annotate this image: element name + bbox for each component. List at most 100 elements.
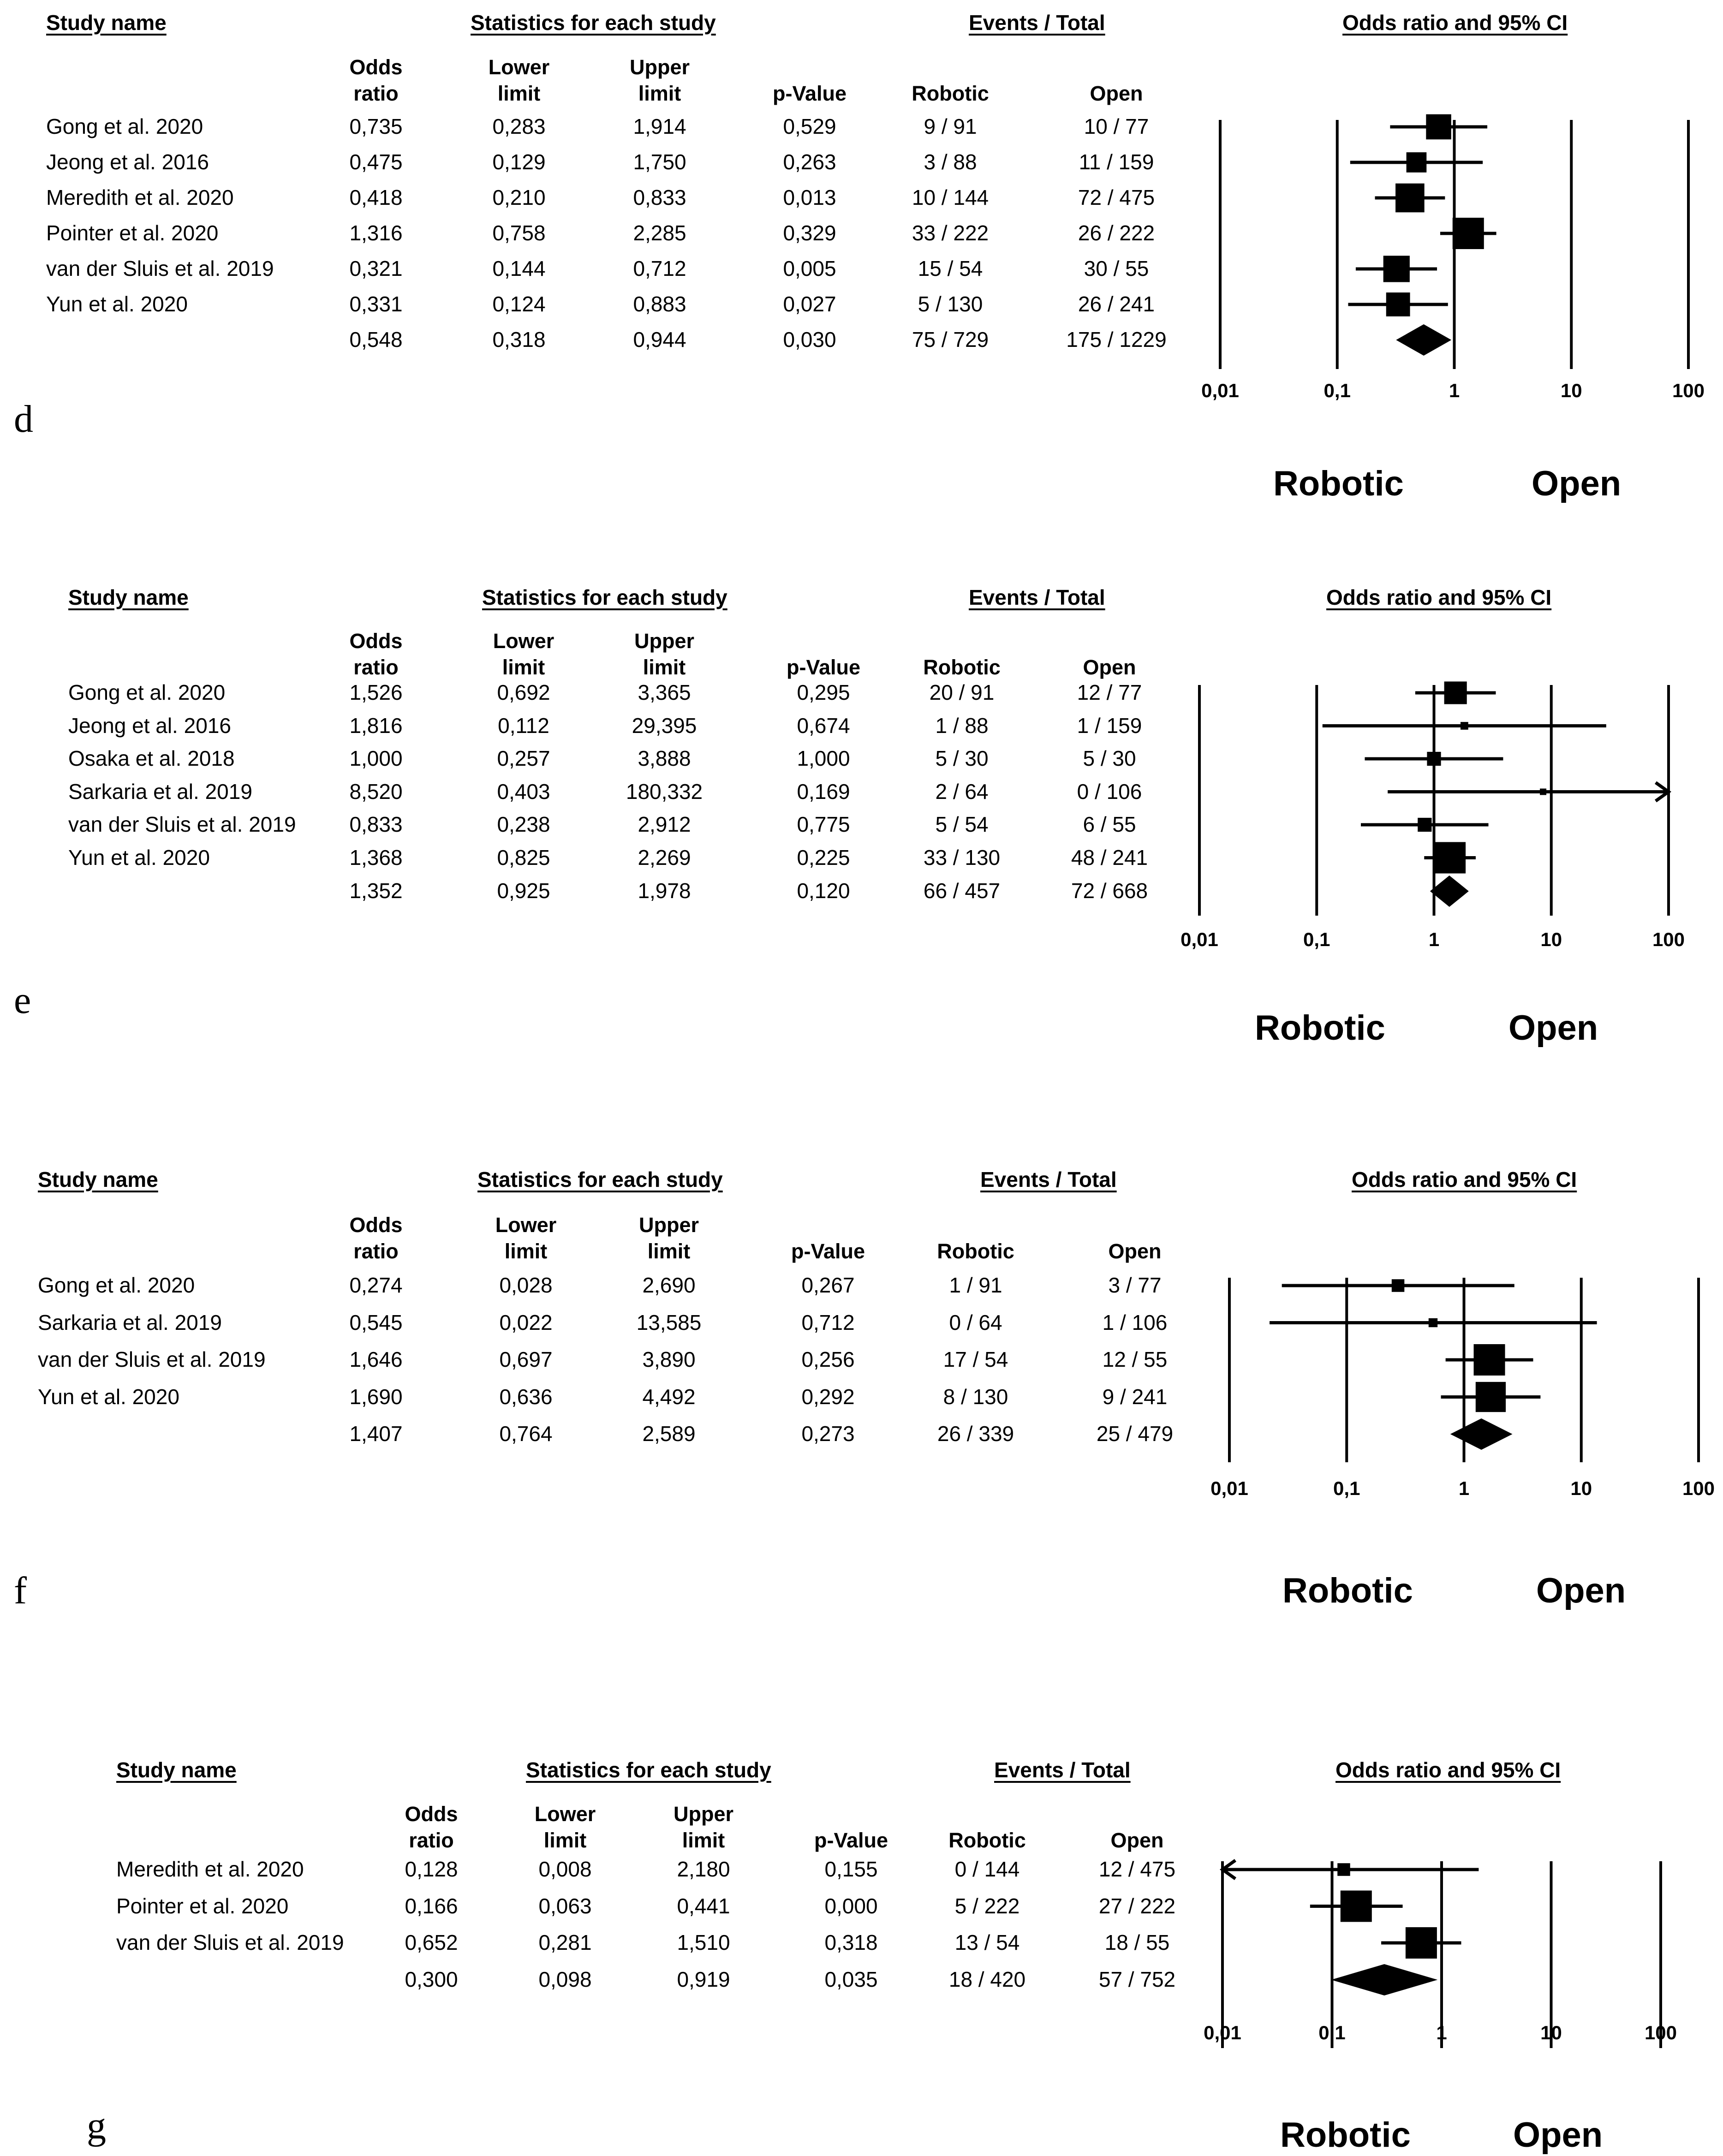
point-estimate-marker: [1473, 1344, 1505, 1376]
odds-ratio-value: 1,816: [349, 713, 403, 738]
lower-limit-value: 0,238: [497, 812, 550, 836]
odds-ratio-value: 0,833: [349, 812, 403, 836]
header-events-total: Events / Total: [980, 1167, 1117, 1191]
odds-ratio-value: 0,545: [349, 1310, 403, 1334]
open-events: 1 / 106: [1102, 1310, 1168, 1334]
odds-ratio-value: 0,321: [349, 256, 403, 280]
summary-robotic-events: 26 / 339: [937, 1422, 1014, 1446]
open-events: 10 / 77: [1084, 114, 1149, 138]
summary-odds-ratio: 1,407: [349, 1422, 403, 1446]
upper-limit-value: 1,914: [633, 114, 686, 138]
summary-p-value: 0,030: [783, 328, 836, 351]
colhead-upper-limit-line2: limit: [643, 655, 686, 679]
p-value: 0,292: [801, 1384, 855, 1409]
open-events: 11 / 159: [1079, 150, 1154, 174]
colhead-lower-limit-line1: Lower: [495, 1213, 557, 1237]
axis-tick-label: 0,1: [1303, 929, 1330, 950]
panel-letter: e: [14, 979, 31, 1022]
study-name: van der Sluis et al. 2019: [46, 256, 274, 280]
summary-diamond: [1331, 1964, 1438, 1995]
summary-upper-limit: 2,589: [642, 1422, 696, 1446]
lower-limit-value: 0,758: [492, 221, 546, 245]
axis-tick-label: 0,1: [1318, 2022, 1346, 2043]
open-events: 1 / 159: [1077, 713, 1142, 738]
odds-ratio-value: 1,646: [349, 1347, 403, 1371]
header-forest-title: Odds ratio and 95% CI: [1342, 11, 1568, 35]
point-estimate-marker: [1383, 256, 1410, 282]
study-name: van der Sluis et al. 2019: [68, 812, 296, 836]
axis-tick-label: 1: [1436, 2022, 1447, 2043]
upper-limit-value: 0,883: [633, 292, 686, 316]
robotic-events: 17 / 54: [943, 1347, 1008, 1371]
point-estimate-marker: [1340, 1890, 1372, 1922]
colhead-open: Open: [1090, 82, 1143, 105]
summary-upper-limit: 1,978: [638, 879, 691, 903]
p-value: 1,000: [797, 746, 850, 770]
colhead-odds-ratio-line2: ratio: [353, 655, 399, 679]
robotic-events: 0 / 144: [954, 1857, 1020, 1881]
summary-robotic-events: 18 / 420: [948, 1967, 1026, 1991]
lower-limit-value: 0,403: [497, 779, 550, 804]
study-name: van der Sluis et al. 2019: [38, 1347, 266, 1371]
study-name: Meredith et al. 2020: [46, 185, 234, 209]
upper-limit-value: 2,912: [638, 812, 691, 836]
colhead-open: Open: [1083, 655, 1136, 679]
point-estimate-marker: [1405, 1927, 1437, 1959]
p-value: 0,712: [801, 1310, 855, 1334]
colhead-open: Open: [1108, 1239, 1162, 1263]
axis-tick-label: 1: [1449, 380, 1460, 401]
point-estimate-marker: [1337, 1863, 1350, 1876]
axis-tick-label: 100: [1652, 929, 1685, 950]
colhead-upper-limit-line2: limit: [647, 1239, 691, 1263]
point-estimate-marker: [1434, 842, 1466, 874]
summary-lower-limit: 0,925: [497, 879, 550, 903]
direction-label-open: Open: [1532, 464, 1622, 503]
robotic-events: 9 / 91: [924, 114, 977, 138]
summary-open-events: 25 / 479: [1096, 1422, 1174, 1446]
summary-upper-limit: 0,919: [677, 1967, 730, 1991]
header-statistics: Statistics for each study: [482, 585, 727, 609]
point-estimate-marker: [1406, 152, 1427, 173]
upper-limit-value: 29,395: [632, 713, 697, 738]
robotic-events: 20 / 91: [929, 680, 995, 704]
summary-lower-limit: 0,098: [538, 1967, 592, 1991]
direction-label-open: Open: [1536, 1571, 1626, 1610]
open-events: 27 / 222: [1098, 1894, 1176, 1918]
colhead-odds-ratio-line1: Odds: [349, 55, 403, 79]
odds-ratio-value: 1,526: [349, 680, 403, 704]
p-value: 0,295: [797, 680, 850, 704]
colhead-upper-limit-line1: Upper: [629, 55, 690, 79]
open-events: 26 / 222: [1078, 221, 1155, 245]
direction-label-robotic: Robotic: [1280, 2115, 1411, 2155]
axis-tick-label: 10: [1540, 929, 1562, 950]
upper-limit-value: 2,269: [638, 845, 691, 870]
robotic-events: 33 / 222: [912, 221, 989, 245]
odds-ratio-value: 0,274: [349, 1273, 403, 1297]
open-events: 9 / 241: [1102, 1384, 1168, 1409]
point-estimate-marker: [1386, 292, 1410, 316]
robotic-events: 5 / 222: [954, 1894, 1020, 1918]
odds-ratio-value: 0,652: [405, 1930, 458, 1954]
summary-lower-limit: 0,318: [492, 328, 546, 351]
point-estimate-marker: [1444, 681, 1467, 704]
summary-odds-ratio: 0,300: [405, 1967, 458, 1991]
axis-tick-label: 1: [1458, 1477, 1470, 1499]
p-value: 0,775: [797, 812, 850, 836]
colhead-upper-limit-line2: limit: [682, 1828, 725, 1852]
lower-limit-value: 0,144: [492, 256, 546, 280]
lower-limit-value: 0,281: [538, 1930, 592, 1954]
header-study-name: Study name: [68, 585, 189, 609]
header-study-name: Study name: [46, 11, 167, 35]
lower-limit-value: 0,129: [492, 150, 546, 174]
p-value: 0,155: [824, 1857, 878, 1881]
lower-limit-value: 0,028: [499, 1273, 553, 1297]
p-value: 0,169: [797, 779, 850, 804]
colhead-lower-limit-line2: limit: [543, 1828, 587, 1852]
colhead-robotic: Robotic: [912, 82, 989, 105]
lower-limit-value: 0,692: [497, 680, 550, 704]
colhead-robotic: Robotic: [948, 1828, 1026, 1852]
summary-p-value: 0,273: [801, 1422, 855, 1446]
colhead-lower-limit-line2: limit: [497, 82, 541, 105]
colhead-robotic: Robotic: [923, 655, 1001, 679]
